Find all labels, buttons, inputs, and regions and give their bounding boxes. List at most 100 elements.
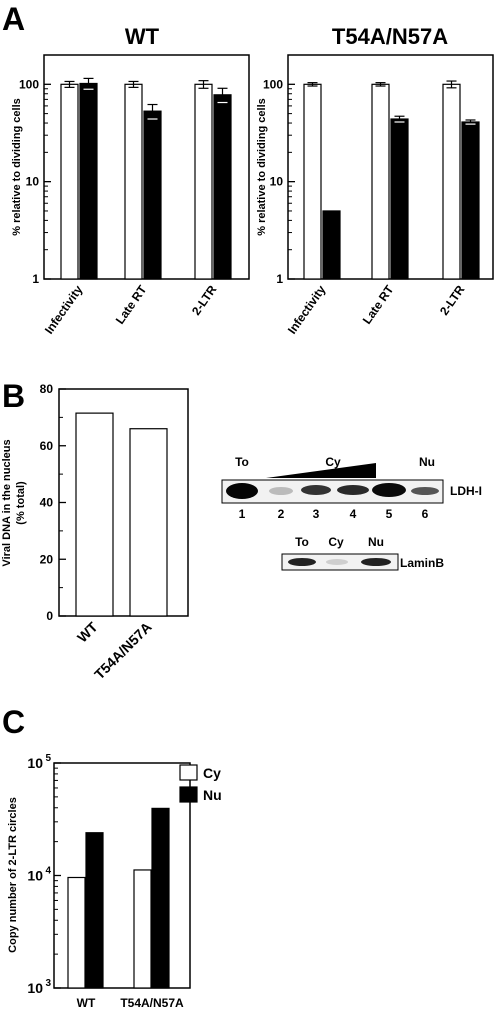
blot-ldh-lane-number: 6: [422, 507, 429, 521]
chart-a-t54a-categories: Infectivity Late RT 2-LTR: [285, 282, 468, 336]
y-tick-label: 0: [46, 609, 53, 623]
bar: [322, 210, 341, 280]
bar: [124, 83, 143, 280]
chart-b-y-axis: 0 20 40 60 80: [40, 382, 66, 623]
category-label: Infectivity: [42, 282, 86, 336]
legend-label-nu: Nu: [203, 787, 222, 803]
chart-b-ylabel-line1: Viral DNA in the nucleus: [1, 439, 13, 566]
chart-c-bars: [67, 807, 170, 989]
bar: [303, 83, 322, 280]
panel-letter-a: A: [2, 1, 25, 37]
chart-b: Viral DNA in the nucleus (% total) 0 20 40…: [1, 382, 189, 682]
bar: [75, 412, 114, 617]
category-label: T54A/N57A: [91, 619, 155, 683]
legend-label-cy: Cy: [203, 765, 221, 781]
chart-a-wt-title: WT: [125, 24, 160, 49]
blot-ldh-lane-numbers: 1 2 3 4 5 6: [239, 507, 429, 521]
y-tick-label: 80: [40, 382, 54, 396]
y-tick-label: 1: [32, 272, 39, 286]
category-label: Late RT: [360, 282, 397, 327]
chart-a-wt-categories: Infectivity Late RT 2-LTR: [42, 282, 220, 336]
blot-ldh-bands: [226, 483, 439, 499]
bar: [194, 83, 213, 280]
chart-c-categories: WT T54A/N57A: [77, 996, 184, 1010]
category-label: WT: [77, 996, 96, 1010]
blot-ldh-band-1: [226, 483, 258, 499]
blot-lamin: To Cy Nu LaminB: [281, 535, 444, 571]
bar: [390, 118, 409, 280]
blot-ldh-band-2: [269, 487, 293, 495]
blot-ldh: To Cy Nu LDH-I 1 2 3 4 5 6: [221, 455, 482, 521]
blot-ldh-lane-cy: Cy: [325, 455, 341, 469]
blot-ldh-band-3: [301, 485, 331, 495]
y-tick-label: 100: [263, 77, 283, 91]
category-label: 2-LTR: [189, 282, 220, 317]
blot-ldh-band-4: [337, 485, 369, 495]
bar: [151, 807, 170, 989]
y-tick-label: 40: [40, 496, 54, 510]
y-tick-exponent: 3: [45, 978, 51, 989]
blot-ldh-lane-number: 4: [350, 507, 357, 521]
category-label: Infectivity: [285, 282, 329, 336]
blot-lamin-band-to: [288, 558, 316, 566]
blot-ldh-gradient-wedge: [266, 463, 376, 478]
blot-lamin-lane-to: To: [295, 535, 309, 549]
bar: [143, 110, 162, 280]
bar: [60, 83, 79, 280]
blot-ldh-band-6: [411, 487, 439, 495]
y-tick-label: 10: [27, 980, 43, 996]
category-label: T54A/N57A: [120, 996, 184, 1010]
blot-ldh-label: LDH-I: [450, 484, 482, 498]
legend-swatch-nu: [179, 786, 198, 803]
y-tick-label: 60: [40, 439, 54, 453]
legend-swatch-cy: [179, 764, 198, 781]
category-label: 2-LTR: [437, 282, 468, 317]
chart-a-t54a-ylabel: % relative to dividing cells: [256, 98, 268, 236]
chart-a-wt-bars: [60, 77, 232, 280]
blot-lamin-label: LaminB: [400, 556, 444, 570]
bar: [85, 832, 104, 989]
blot-ldh-lane-to: To: [235, 455, 249, 469]
blot-ldh-lane-number: 5: [386, 507, 393, 521]
y-tick-label: 10: [27, 868, 43, 884]
category-label: Late RT: [113, 282, 150, 327]
bar: [79, 82, 98, 280]
y-tick-label: 10: [26, 175, 40, 189]
blot-lamin-band-cy: [326, 559, 348, 565]
bar: [442, 83, 461, 280]
chart-a-t54a-bars: [303, 80, 480, 280]
y-tick-label: 10: [27, 755, 43, 771]
y-tick-label: 1: [276, 272, 283, 286]
chart-a-t54a-title: T54A/N57A: [332, 24, 448, 49]
chart-a-wt: WT % relative to dividing cells 1 10 100 I…: [11, 24, 250, 337]
chart-b-ylabel-line2: (% total): [15, 481, 27, 525]
chart-b-bars: [75, 412, 168, 617]
chart-a-t54a-y-axis: 1 10 100: [263, 77, 295, 286]
chart-a-wt-ylabel: % relative to dividing cells: [11, 98, 23, 236]
bar: [67, 876, 86, 989]
panel-letter-c: C: [2, 704, 25, 740]
blot-ldh-lane-number: 3: [313, 507, 320, 521]
category-label: WT: [74, 618, 101, 645]
blot-lamin-lane-cy: Cy: [328, 535, 344, 549]
bar: [133, 869, 152, 989]
blot-ldh-lane-number: 1: [239, 507, 246, 521]
blot-lamin-band-nu: [361, 558, 391, 566]
chart-a-t54a: T54A/N57A % relative to dividing cells 1…: [256, 24, 494, 337]
bar: [129, 428, 168, 617]
blot-ldh-lane-number: 2: [278, 507, 285, 521]
chart-c-legend: Cy Nu: [179, 764, 222, 803]
y-tick-label: 10: [270, 175, 284, 189]
panel-letter-b: B: [2, 378, 25, 414]
bar: [371, 83, 390, 280]
bar: [461, 121, 480, 280]
chart-a-wt-y-axis: 1 10 100: [19, 77, 51, 286]
blot-ldh-band-5: [372, 483, 406, 497]
y-tick-label: 100: [19, 77, 39, 91]
blot-ldh-lane-nu: Nu: [419, 455, 435, 469]
bar: [213, 94, 232, 280]
